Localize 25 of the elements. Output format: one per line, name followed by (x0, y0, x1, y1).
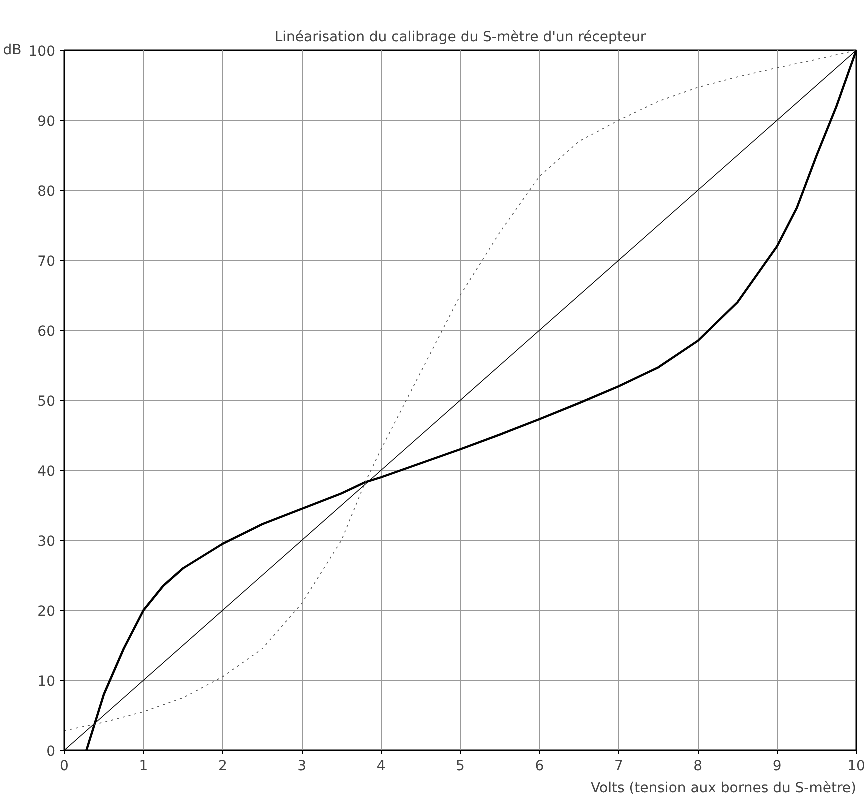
x-tick-label: 6 (535, 758, 544, 774)
y-tick-label: 10 (38, 674, 56, 690)
y-tick-label: 0 (46, 744, 56, 760)
y-tick-label: 70 (38, 254, 56, 270)
x-tick-label: 0 (60, 758, 69, 774)
x-tick-label: 5 (456, 758, 465, 774)
x-tick-label: 7 (614, 758, 624, 774)
x-tick-label: 4 (376, 758, 386, 774)
y-tick-label: 100 (28, 44, 56, 60)
x-tick-label: 8 (694, 758, 703, 774)
x-tick-label: 2 (218, 758, 228, 774)
x-tick-label: 1 (139, 758, 148, 774)
y-tick-label: 50 (38, 394, 56, 410)
chart-title: Linéarisation du calibrage du S-mètre d'un récepteur (274, 30, 646, 46)
x-axis-title: Volts (tension aux bornes du S-mètre) (591, 780, 857, 796)
x-tick-label: 10 (848, 758, 866, 774)
y-tick-label: 30 (38, 534, 56, 550)
y-tick-label: 20 (38, 604, 56, 620)
y-tick-label: 60 (38, 324, 56, 340)
y-tick-label: 80 (38, 184, 56, 200)
x-tick-label: 3 (298, 758, 307, 774)
x-tick-label: 9 (772, 758, 782, 774)
y-tick-label: 40 (38, 464, 56, 480)
y-tick-label: 90 (38, 114, 56, 130)
y-axis-title: dB (3, 42, 22, 58)
